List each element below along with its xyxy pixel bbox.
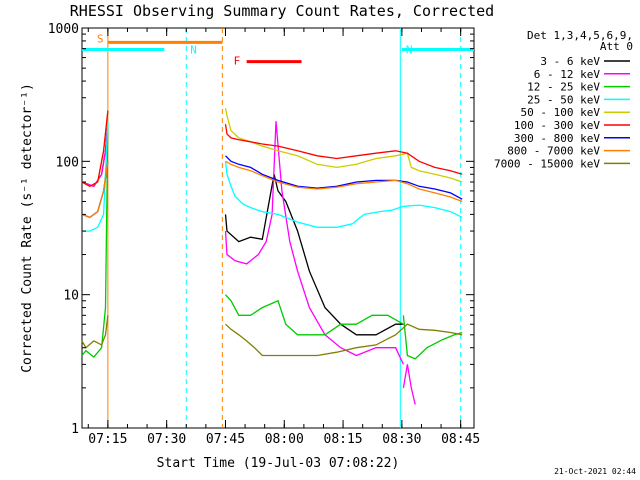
- x-tick-label: 08:15: [324, 432, 363, 447]
- series-line: [225, 294, 404, 336]
- series-line: [225, 155, 463, 200]
- y-tick-label: 1: [71, 422, 79, 437]
- series-layer: [81, 108, 463, 405]
- x-axis-label: Start Time (19-Jul-03 07:08:22): [157, 456, 400, 471]
- axis-ticks: 07:15 07:30 07:45 08:00 08:15 08:30 08:45 1 10 10…: [48, 22, 481, 447]
- x-tick-label: 08:45: [441, 432, 480, 447]
- legend-label: 300 - 800 keV: [514, 132, 600, 145]
- y-axis-label: Corrected Count Rate (s⁻¹ detector⁻¹): [20, 83, 35, 373]
- annotation-label: F: [234, 55, 241, 68]
- y-tick-label: 100: [56, 155, 79, 170]
- series-line: [81, 121, 109, 359]
- annotation-label: S: [97, 32, 104, 45]
- series-line: [402, 315, 463, 360]
- vertical-markers: [107, 28, 462, 428]
- x-tick-label: 07:30: [147, 432, 186, 447]
- y-tick-label: 1000: [48, 22, 79, 37]
- series-line: [224, 174, 404, 336]
- series-line: [224, 108, 463, 183]
- legend-label: 12 - 25 keV: [527, 81, 600, 94]
- series-line: [81, 110, 109, 188]
- series-line: [224, 161, 463, 228]
- legend-label: 100 - 300 keV: [514, 119, 600, 132]
- plot-frame: [81, 27, 475, 429]
- legend-label: 25 - 50 keV: [527, 93, 600, 106]
- series-line: [81, 161, 109, 219]
- legend-label: 6 - 12 keV: [534, 68, 601, 81]
- x-tick-label: 08:00: [265, 432, 304, 447]
- series-line: [224, 121, 404, 365]
- legend-label: 800 - 7000 keV: [507, 145, 600, 158]
- legend-header-line-1: Det 1,3,4,5,6,9,: [527, 29, 633, 42]
- legend-label: 3 - 6 keV: [540, 55, 600, 68]
- legend-header-line-2: Att 0: [600, 40, 633, 53]
- chart-title: RHESSI Observing Summary Count Rates, Co…: [70, 2, 494, 20]
- series-line: [225, 323, 463, 357]
- y-tick-label: 10: [63, 289, 79, 304]
- timestamp: 21-Oct-2021 02:44: [554, 467, 636, 476]
- x-tick-label: 07:15: [88, 432, 127, 447]
- x-tick-label: 07:45: [206, 432, 245, 447]
- annotation-label: N: [406, 43, 413, 56]
- series-line: [224, 124, 463, 175]
- series-line: [81, 121, 109, 188]
- series-line: [81, 121, 109, 188]
- series-line: [81, 315, 109, 349]
- annotation-bands: S N N F: [82, 32, 474, 68]
- series-line: [225, 160, 463, 203]
- legend-label: 50 - 100 keV: [521, 106, 601, 119]
- annotation-label: N: [190, 43, 197, 56]
- series-line: [402, 364, 416, 405]
- x-tick-label: 08:30: [382, 432, 421, 447]
- legend-label: 7000 - 15000 keV: [494, 157, 600, 170]
